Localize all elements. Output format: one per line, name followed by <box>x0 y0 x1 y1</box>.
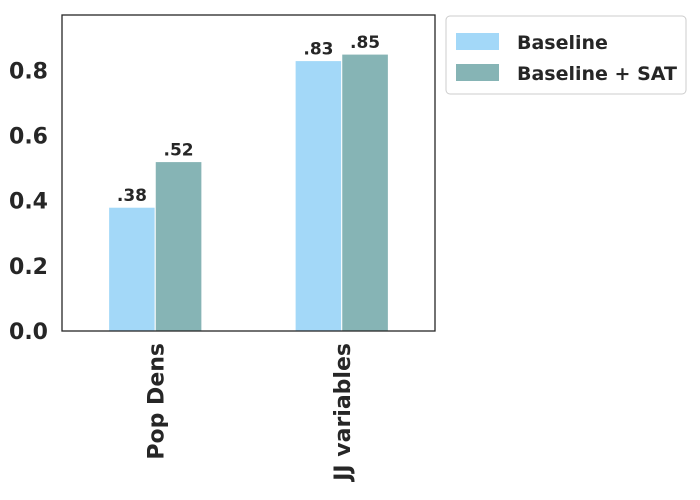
y-tick-label: 0.0 <box>9 320 48 345</box>
legend-swatch <box>456 33 499 50</box>
bar-value-label: .85 <box>350 33 380 53</box>
plot-area: .38 .52 .83 .85 <box>108 33 389 332</box>
x-category-label: Pop Dens <box>144 343 169 460</box>
plot-frame <box>61 14 436 332</box>
bar-baseline-0 <box>108 206 156 332</box>
y-tick-label: 0.6 <box>9 125 48 150</box>
bar-value-label: .83 <box>303 40 333 60</box>
x-axis: Pop Dens JJ variables <box>144 343 356 483</box>
legend-swatch <box>456 64 499 81</box>
legend-entry-label: Baseline + SAT <box>517 63 677 85</box>
y-tick-label: 0.2 <box>9 255 48 280</box>
bar-value-label: .38 <box>117 186 147 206</box>
legend-box <box>445 15 687 95</box>
x-category-label: JJ variables <box>331 343 356 483</box>
bar-baseline-sat-0 <box>154 161 203 332</box>
bar-baseline-sat-1 <box>341 53 389 332</box>
bar-baseline-1 <box>294 60 343 332</box>
y-tick-label: 0.4 <box>9 190 48 215</box>
y-tick-label: 0.8 <box>9 59 48 84</box>
legend: Baseline Baseline + SAT <box>445 15 687 95</box>
legend-entry-label: Baseline <box>517 32 608 54</box>
bar-value-label: .52 <box>164 141 194 161</box>
y-axis: 0.0 0.2 0.4 0.6 0.8 <box>9 59 48 345</box>
